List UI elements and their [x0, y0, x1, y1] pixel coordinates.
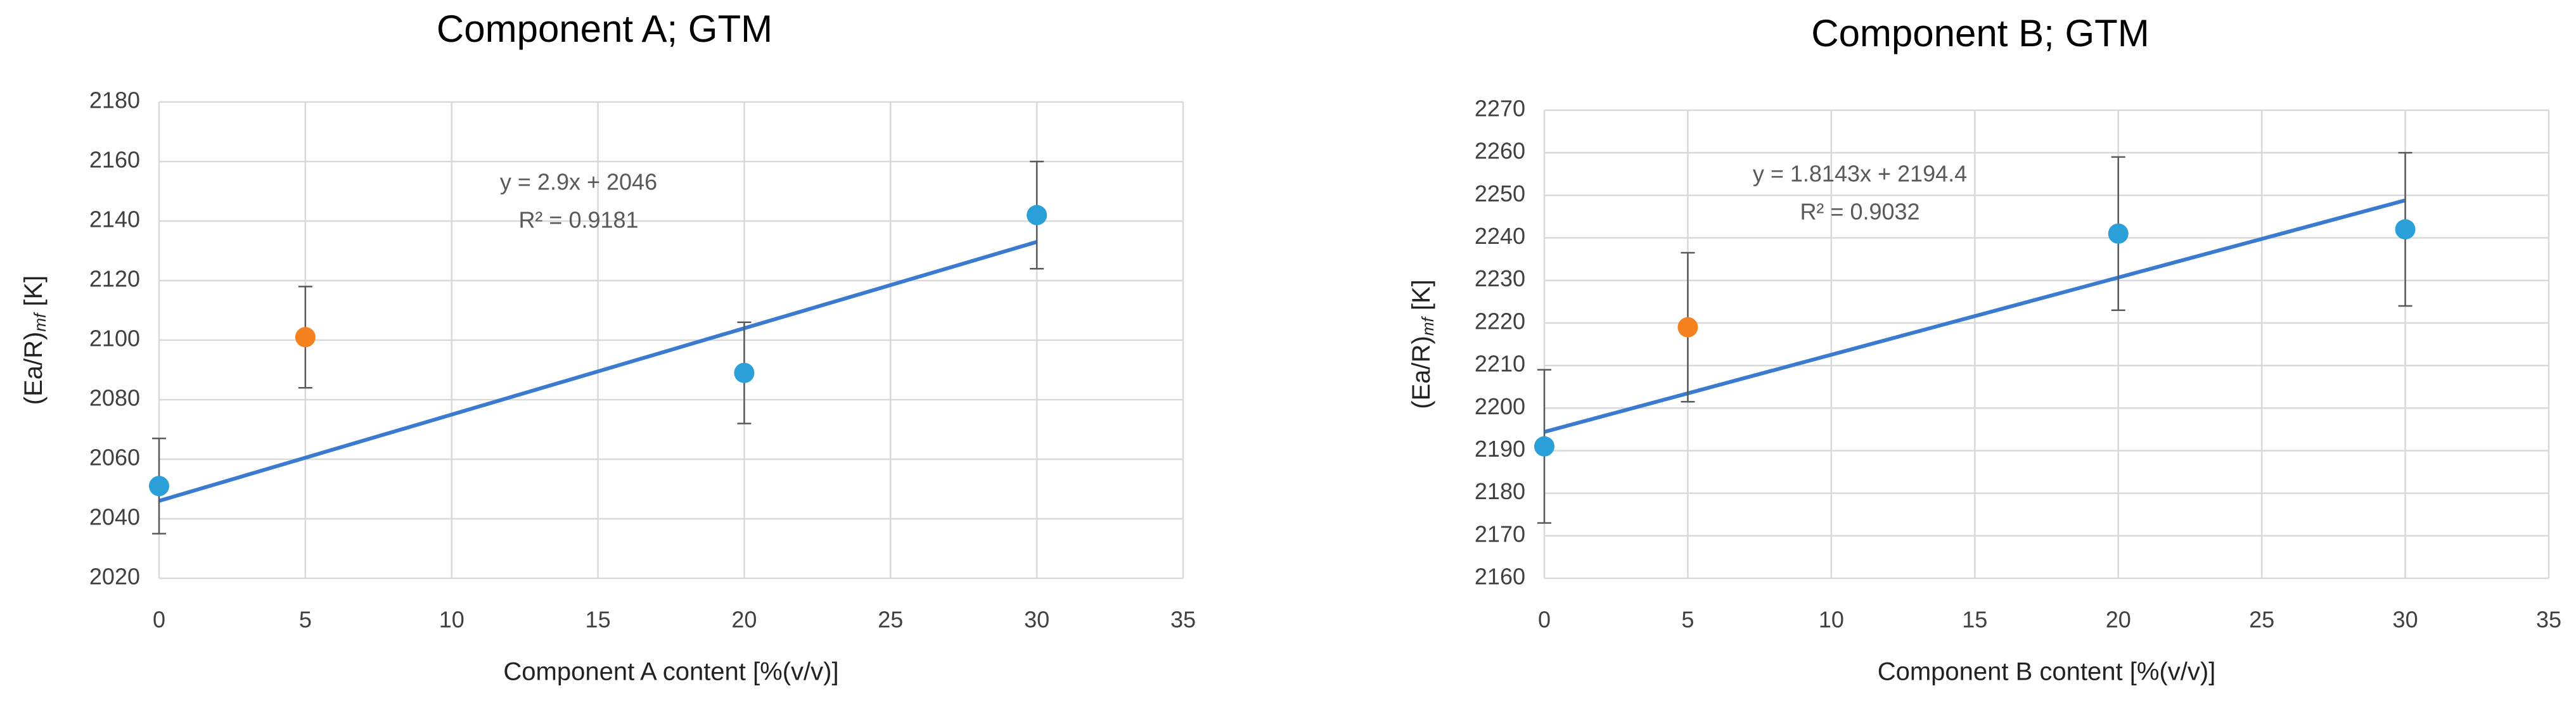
- x-tick-label: 0: [153, 607, 165, 633]
- x-tick-label: 25: [878, 607, 903, 633]
- y-tick-label: 2160: [1475, 564, 1525, 590]
- y-tick-label: 2180: [1475, 478, 1525, 504]
- data-point: [1027, 205, 1048, 225]
- x-tick-label: 30: [2393, 607, 2418, 633]
- data-point: [1677, 317, 1698, 338]
- y-axis-title-part: [K]: [20, 276, 48, 314]
- data-point: [295, 327, 316, 348]
- trendline-r2: R² = 0.9032: [1800, 199, 1919, 225]
- x-tick-label: 5: [299, 607, 312, 633]
- y-axis-title-part: (Ea/R): [1407, 336, 1435, 409]
- x-axis-title: Component A content [%(v/v)]: [503, 658, 838, 686]
- y-tick-label: 2200: [1475, 393, 1525, 419]
- y-tick-label: 2230: [1475, 265, 1525, 291]
- y-tick-label: 2210: [1475, 351, 1525, 377]
- data-point: [2395, 219, 2416, 240]
- x-tick-label: 5: [1681, 607, 1694, 633]
- y-tick-label: 2100: [89, 326, 140, 352]
- chart: Component A; GTM 2020 2040 2060 2080 2100 2120…: [20, 8, 1196, 686]
- y-tick-label: 2270: [1475, 96, 1525, 122]
- y-tick-label: 2040: [89, 504, 140, 530]
- y-tick-label: 2160: [89, 147, 140, 173]
- y-tick-label: 2260: [1475, 138, 1525, 164]
- y-tick-label: 2180: [89, 87, 140, 113]
- y-tick-label: 2080: [89, 385, 140, 411]
- x-tick-label: 35: [1170, 607, 1196, 633]
- x-tick-label: 0: [1538, 607, 1551, 633]
- trendline-equation: y = 1.8143x + 2194.4: [1753, 161, 1967, 187]
- y-tick-label: 2190: [1475, 436, 1525, 462]
- y-tick-label: 2220: [1475, 308, 1525, 334]
- x-axis-title: Component B content [%(v/v)]: [1878, 658, 2216, 686]
- y-axis-title: (Ea/R)mf [K]: [1407, 279, 1437, 409]
- y-axis-title: (Ea/R)mf [K]: [20, 276, 49, 405]
- x-tick-label: 25: [2249, 607, 2274, 633]
- trendline: [158, 240, 1037, 503]
- x-tick-label: 15: [1962, 607, 1987, 633]
- y-axis-title-part: mf: [1418, 316, 1437, 336]
- x-tick-label: 20: [2106, 607, 2131, 633]
- trendline-equation: y = 2.9x + 2046: [500, 169, 657, 195]
- x-tick-label: 35: [2536, 607, 2561, 633]
- x-tick-label: 30: [1024, 607, 1049, 633]
- y-axis-title-part: mf: [30, 312, 49, 332]
- chart-title: Component B; GTM: [1811, 12, 2150, 54]
- y-tick-label: 2120: [89, 266, 140, 292]
- data-point: [2108, 223, 2129, 244]
- y-axis-title-part: (Ea/R): [20, 332, 48, 405]
- y-tick-label: 2170: [1475, 521, 1525, 547]
- trendline-r2: R² = 0.9181: [518, 207, 638, 233]
- x-tick-label: 10: [439, 607, 465, 633]
- y-tick-label: 2140: [89, 206, 140, 232]
- x-tick-label: 15: [586, 607, 611, 633]
- data-point: [1534, 436, 1554, 457]
- y-tick-label: 2020: [89, 564, 140, 590]
- data-point: [149, 476, 169, 497]
- x-tick-label: 10: [1819, 607, 1844, 633]
- chart-title: Component A; GTM: [437, 8, 772, 50]
- y-tick-label: 2060: [89, 445, 140, 471]
- y-tick-label: 2250: [1475, 181, 1525, 206]
- data-point: [734, 362, 755, 383]
- y-axis-title-part: [K]: [1407, 279, 1435, 317]
- chart: Component B; GTM 2160 2170 2180 2190 2200 2210…: [1407, 12, 2561, 686]
- y-tick-label: 2240: [1475, 223, 1525, 249]
- x-tick-label: 20: [731, 607, 757, 633]
